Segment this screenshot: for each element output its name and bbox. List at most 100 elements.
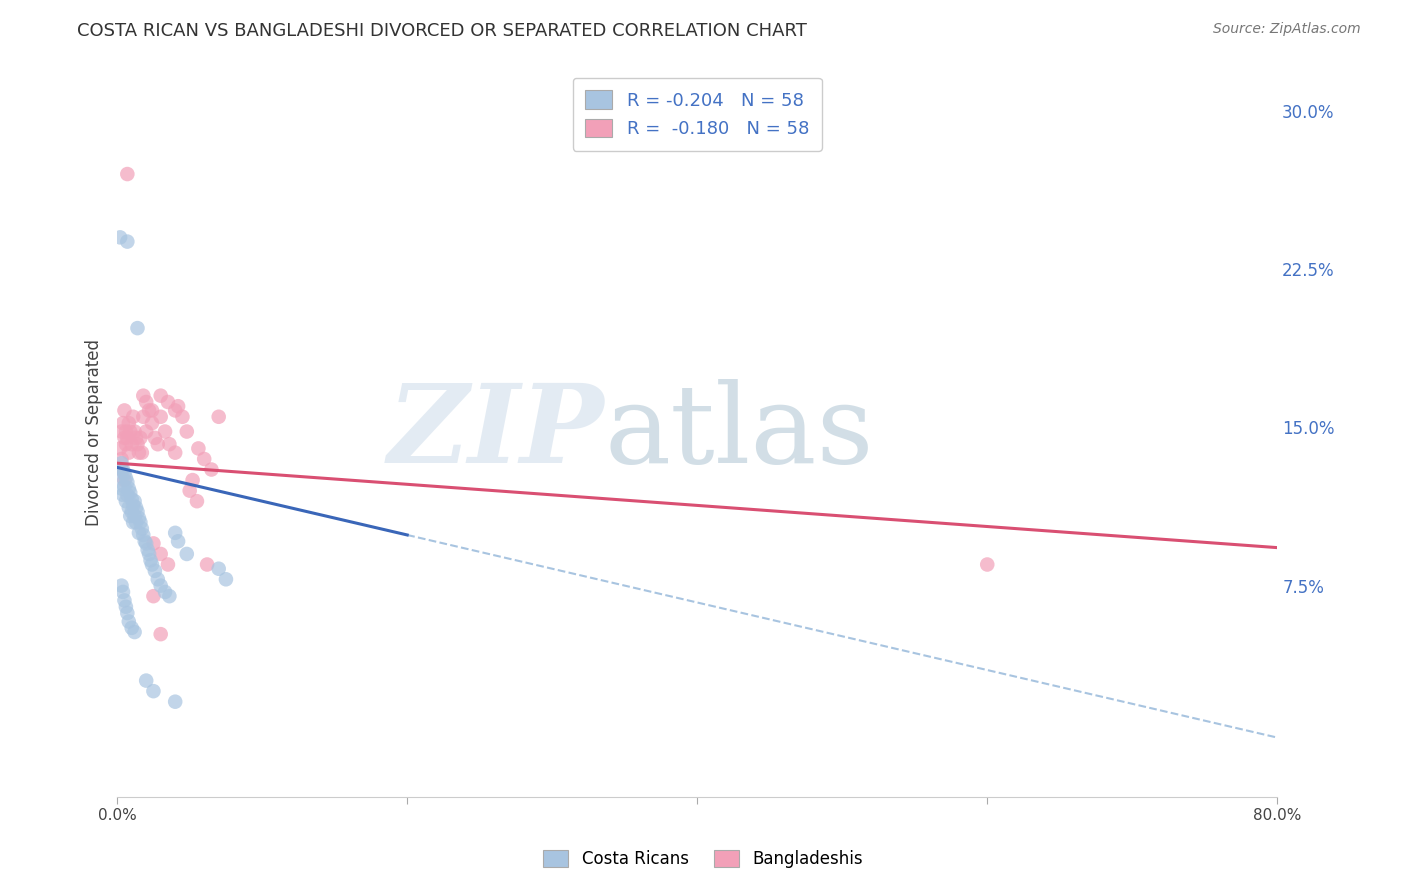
Point [114,403,136,417]
Point [215,572,238,586]
Point [134,534,156,549]
Point [165,445,187,459]
Point [128,511,150,525]
Point [157,589,180,603]
Point [127,321,149,335]
Point [143,431,166,445]
Text: atlas: atlas [605,379,875,486]
Point [111,462,134,476]
Point [117,475,139,490]
Point [118,416,141,430]
Point [122,499,145,513]
Point [115,471,138,485]
Point [124,625,146,640]
Point [111,488,134,502]
Point [117,167,139,181]
Text: ZIP: ZIP [388,379,605,486]
Point [142,536,165,550]
Point [172,409,194,424]
Y-axis label: Divorced or Separated: Divorced or Separated [86,339,103,526]
Point [128,525,150,540]
Point [117,606,139,620]
Point [138,403,160,417]
Point [129,516,152,530]
Point [153,585,176,599]
Point [156,558,179,572]
Point [149,547,172,561]
Point [124,508,146,523]
Point [127,437,149,451]
Point [115,599,138,614]
Point [195,558,218,572]
Point [115,494,138,508]
Point [157,437,180,451]
Point [131,445,153,459]
Text: Source: ZipAtlas.com: Source: ZipAtlas.com [1213,22,1361,37]
Point [149,389,172,403]
Point [121,505,143,519]
Point [118,482,141,496]
Point [193,452,215,467]
Point [141,416,163,430]
Text: COSTA RICAN VS BANGLADESHI DIVORCED OR SEPARATED CORRELATION CHART: COSTA RICAN VS BANGLADESHI DIVORCED OR S… [77,22,807,40]
Point [132,528,155,542]
Point [141,403,163,417]
Point [108,442,131,456]
Point [143,564,166,578]
Point [121,492,143,507]
Point [120,425,142,439]
Point [165,525,187,540]
Point [135,395,157,409]
Point [120,485,142,500]
Point [156,395,179,409]
Point [124,494,146,508]
Point [149,579,172,593]
Point [110,462,132,476]
Point [208,409,231,424]
Point [165,695,187,709]
Point [149,627,172,641]
Point [110,482,132,496]
Point [114,467,136,481]
Point [125,516,148,530]
Point [114,431,136,445]
Point [179,483,201,498]
Point [108,468,131,483]
Point [200,462,222,476]
Point [146,572,169,586]
Point [181,473,204,487]
Point [165,403,187,417]
Point [114,479,136,493]
Point [122,516,145,530]
Point [167,399,190,413]
Point [120,508,142,523]
Point [118,615,141,629]
Point [118,445,141,459]
Point [132,409,155,424]
Point [121,437,143,451]
Point [149,409,172,424]
Point [132,389,155,403]
Point [122,409,145,424]
Point [186,494,208,508]
Point [110,425,132,439]
Point [135,425,157,439]
Point [141,558,163,572]
Point [110,579,132,593]
Point [124,425,146,439]
Point [110,456,132,470]
Point [129,431,152,445]
Point [142,589,165,603]
Point [138,547,160,561]
Point [111,585,134,599]
Point [153,425,176,439]
Point [114,473,136,487]
Point [135,673,157,688]
Point [139,553,162,567]
Point [146,437,169,451]
Point [118,500,141,515]
Point [976,558,998,572]
Point [117,431,139,445]
Point [110,452,132,467]
Point [208,562,231,576]
